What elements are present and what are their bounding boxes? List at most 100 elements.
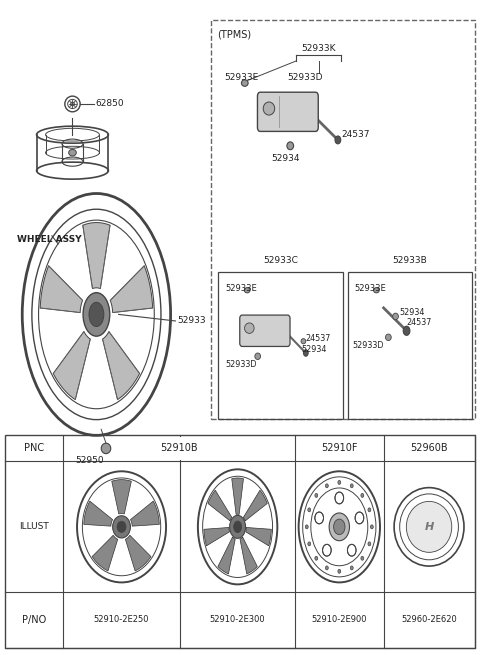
Ellipse shape	[263, 102, 275, 115]
Polygon shape	[103, 331, 140, 400]
Bar	[5, 436, 475, 648]
Ellipse shape	[361, 556, 364, 560]
Ellipse shape	[308, 508, 311, 512]
Ellipse shape	[338, 481, 341, 484]
Ellipse shape	[244, 288, 250, 293]
FancyBboxPatch shape	[240, 315, 290, 346]
Ellipse shape	[393, 313, 398, 320]
Ellipse shape	[350, 566, 353, 570]
Text: 52933D: 52933D	[287, 73, 323, 83]
Polygon shape	[53, 331, 90, 400]
Text: 52933B: 52933B	[393, 256, 427, 265]
Text: 52950: 52950	[75, 456, 104, 464]
Ellipse shape	[234, 521, 241, 533]
Ellipse shape	[335, 492, 344, 504]
Text: 52933D: 52933D	[352, 341, 384, 350]
Text: 62850: 62850	[95, 100, 124, 109]
Text: 24537: 24537	[407, 318, 432, 328]
Ellipse shape	[287, 142, 294, 150]
FancyBboxPatch shape	[257, 92, 318, 132]
Text: PNC: PNC	[24, 443, 44, 453]
Ellipse shape	[325, 484, 328, 488]
Ellipse shape	[303, 350, 308, 356]
Ellipse shape	[315, 493, 318, 497]
Text: 24537: 24537	[306, 334, 331, 343]
Text: 52933: 52933	[178, 316, 206, 326]
Ellipse shape	[329, 513, 349, 541]
Text: 52960-2E620: 52960-2E620	[401, 616, 457, 624]
Ellipse shape	[361, 493, 364, 497]
Polygon shape	[240, 537, 257, 574]
Text: 52933C: 52933C	[263, 256, 298, 265]
Bar	[218, 272, 343, 419]
Ellipse shape	[255, 353, 261, 360]
Text: 24537: 24537	[342, 130, 370, 139]
Text: WHEEL ASSY: WHEEL ASSY	[17, 234, 82, 244]
Polygon shape	[246, 527, 271, 546]
Ellipse shape	[403, 326, 410, 335]
Bar	[348, 272, 472, 419]
Text: 52910-2E300: 52910-2E300	[210, 616, 265, 624]
Text: (TPMS): (TPMS)	[217, 29, 251, 40]
Ellipse shape	[113, 515, 131, 538]
Ellipse shape	[323, 544, 331, 556]
Text: H: H	[424, 522, 433, 532]
Text: 52910F: 52910F	[321, 443, 358, 453]
Ellipse shape	[101, 443, 111, 454]
Polygon shape	[208, 490, 232, 521]
Ellipse shape	[371, 525, 373, 529]
Polygon shape	[218, 537, 235, 574]
Polygon shape	[84, 501, 113, 526]
Ellipse shape	[355, 512, 364, 524]
Polygon shape	[131, 501, 159, 526]
Ellipse shape	[117, 521, 126, 533]
Polygon shape	[243, 490, 267, 521]
Ellipse shape	[368, 542, 371, 546]
Ellipse shape	[315, 556, 318, 560]
Text: 52910-2E250: 52910-2E250	[94, 616, 149, 624]
Ellipse shape	[89, 303, 104, 327]
Ellipse shape	[368, 508, 371, 512]
Ellipse shape	[315, 512, 324, 524]
Ellipse shape	[335, 136, 341, 144]
Ellipse shape	[385, 334, 391, 341]
Ellipse shape	[83, 293, 110, 336]
Polygon shape	[204, 527, 229, 546]
Text: 52933E: 52933E	[355, 284, 386, 293]
Text: 52910-2E900: 52910-2E900	[312, 616, 367, 624]
Ellipse shape	[301, 339, 306, 344]
Ellipse shape	[69, 149, 76, 156]
Polygon shape	[125, 535, 151, 571]
Polygon shape	[232, 478, 243, 514]
Text: 52933E: 52933E	[225, 73, 259, 83]
Ellipse shape	[348, 544, 356, 556]
Ellipse shape	[241, 80, 248, 86]
Bar	[178, 437, 182, 460]
Text: 52960B: 52960B	[410, 443, 448, 453]
Text: 52933E: 52933E	[226, 284, 257, 293]
Ellipse shape	[308, 542, 311, 546]
Polygon shape	[112, 479, 132, 514]
Polygon shape	[110, 266, 153, 312]
Text: 52934: 52934	[301, 345, 326, 354]
Text: ILLUST: ILLUST	[19, 522, 49, 531]
Text: 52934: 52934	[271, 155, 300, 163]
Ellipse shape	[334, 519, 345, 534]
Polygon shape	[83, 223, 110, 289]
Ellipse shape	[338, 569, 341, 573]
Bar	[211, 20, 475, 419]
Ellipse shape	[305, 525, 308, 529]
Ellipse shape	[350, 484, 353, 488]
Text: P/NO: P/NO	[22, 615, 47, 625]
Ellipse shape	[373, 288, 379, 293]
Polygon shape	[40, 266, 83, 312]
Ellipse shape	[244, 323, 254, 333]
Text: 52934: 52934	[399, 308, 424, 317]
Ellipse shape	[325, 566, 328, 570]
Text: 52933D: 52933D	[226, 360, 257, 369]
Polygon shape	[92, 535, 118, 571]
Text: 52933K: 52933K	[302, 44, 336, 53]
Ellipse shape	[229, 515, 246, 538]
Ellipse shape	[407, 501, 452, 552]
Text: 52910B: 52910B	[160, 443, 198, 453]
